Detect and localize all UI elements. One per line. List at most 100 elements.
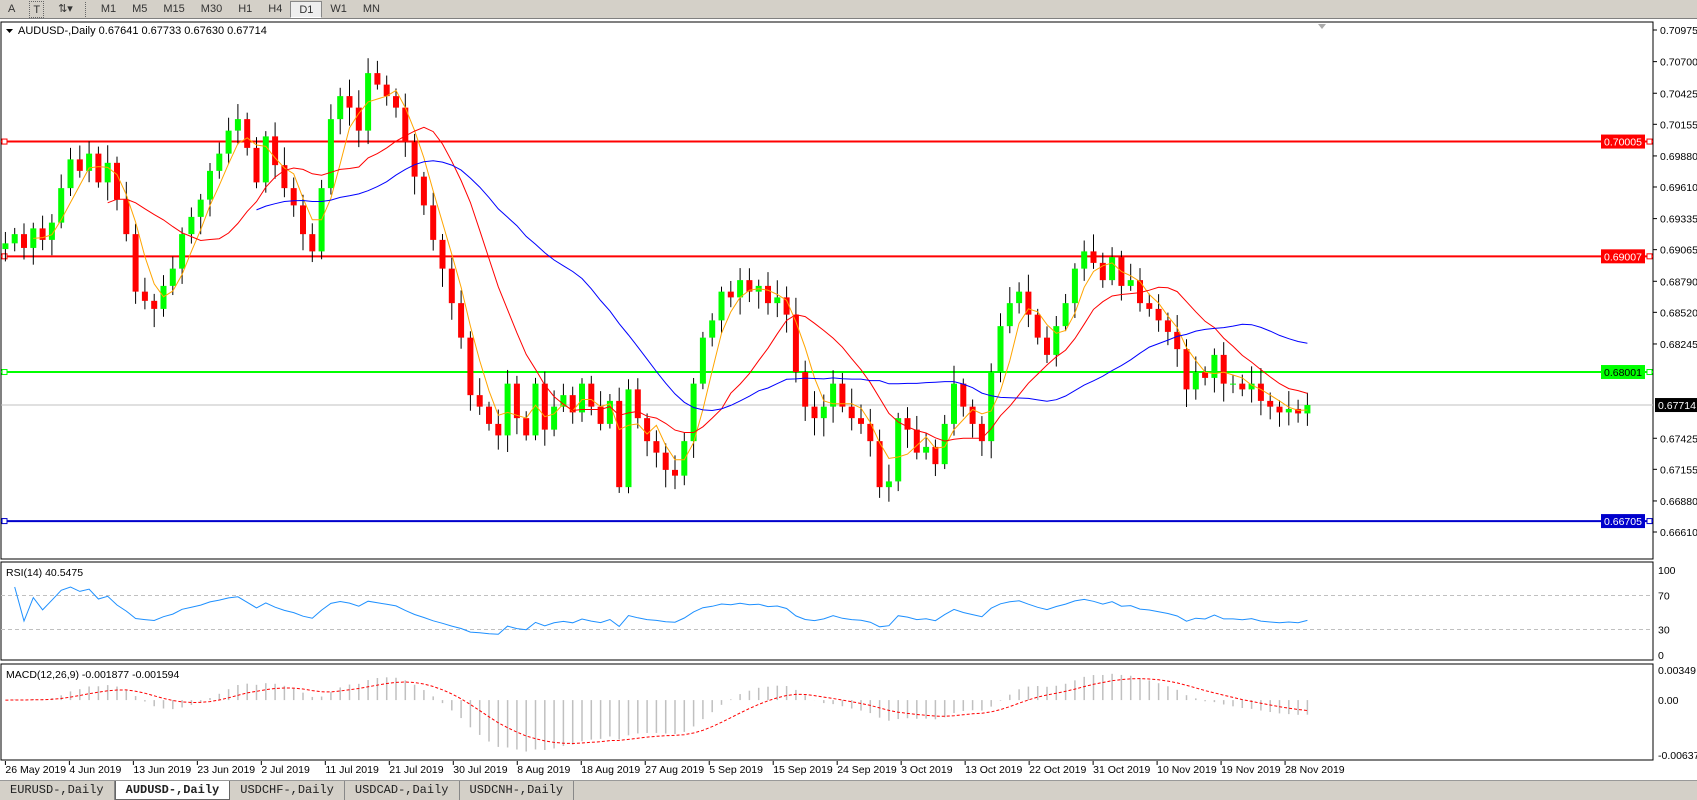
candle-body — [1295, 408, 1302, 414]
level-price-label: 0.66705 — [1604, 516, 1642, 528]
current-price-label: 0.67714 — [1658, 400, 1696, 412]
candle-body — [718, 291, 725, 321]
chart-window[interactable]: AUDUSD-,Daily 0.67641 0.67733 0.67630 0.… — [0, 20, 1697, 780]
candle-body — [151, 300, 158, 309]
level-anchor — [1, 369, 8, 376]
collapse-triangle-icon — [6, 29, 13, 33]
candle-body — [606, 400, 613, 424]
candle-body — [653, 441, 660, 453]
toolbar-grip — [84, 1, 89, 17]
text-label-tool-button[interactable]: T — [29, 0, 45, 18]
rsi-axis-label: 100 — [1658, 565, 1676, 577]
timeframe-m30[interactable]: M30 — [200, 2, 223, 15]
timeframe-d1[interactable]: D1 — [290, 0, 323, 18]
candle-body — [867, 423, 874, 442]
candle-body — [588, 383, 595, 407]
candle-body — [672, 469, 678, 476]
date-label: 8 Aug 2019 — [517, 764, 570, 776]
chart-tab[interactable]: USDCAD-,Daily — [345, 781, 460, 800]
candle-body — [1257, 383, 1264, 401]
candle-body — [48, 222, 55, 240]
price-tick-label: 0.70700 — [1660, 57, 1697, 69]
arrows-tool-icon[interactable]: ⇅▾ — [58, 2, 73, 15]
level-price-badge — [1601, 365, 1645, 380]
candle-body — [634, 389, 641, 419]
candle-body — [932, 446, 939, 465]
candle-body — [1090, 251, 1097, 263]
chart-tab[interactable]: USDCNH-,Daily — [460, 781, 575, 800]
candle-body — [1053, 326, 1060, 355]
candle-body — [86, 153, 93, 171]
date-label: 23 Jun 2019 — [197, 764, 255, 776]
candle-body — [811, 406, 818, 419]
candle-body — [560, 395, 567, 407]
candle-body — [448, 268, 455, 304]
candle-body — [197, 199, 204, 217]
candle-body — [188, 216, 195, 235]
level-anchor — [1646, 369, 1653, 376]
candle-body — [383, 84, 390, 97]
candle-body — [1025, 291, 1032, 315]
candle-body — [579, 383, 585, 413]
date-label: 30 Jul 2019 — [453, 764, 507, 776]
candle-body — [839, 383, 846, 407]
candle-body — [858, 418, 864, 424]
macd-axis-label: 0.00349 — [1658, 665, 1696, 677]
candle-body — [699, 337, 706, 384]
timeframe-m15[interactable]: M15 — [163, 2, 185, 15]
text-tool-button[interactable]: A — [8, 2, 16, 15]
candle-body — [393, 96, 399, 108]
candle-body — [504, 383, 511, 436]
candle-body — [969, 406, 976, 424]
price-tick-label: 0.69335 — [1660, 214, 1697, 226]
level-anchor — [1646, 138, 1653, 145]
chart-tab[interactable]: EURUSD-,Daily — [0, 781, 115, 800]
candle-body — [355, 107, 362, 131]
candle-body — [1304, 405, 1311, 414]
candle-body — [1071, 268, 1078, 304]
candle-body — [458, 303, 465, 338]
candle-body — [988, 372, 995, 442]
candle-body — [923, 446, 930, 453]
candle-body — [765, 285, 771, 304]
candle-body — [76, 159, 83, 171]
candle-body — [216, 153, 223, 171]
candle-body — [1202, 372, 1209, 378]
candle-body — [114, 162, 120, 200]
date-label: 10 Nov 2019 — [1157, 764, 1217, 776]
price-tick-label: 0.68790 — [1660, 276, 1697, 288]
candle-body — [309, 234, 316, 252]
chart-tabs: EURUSD-,Daily AUDUSD-,Daily USDCHF-,Daily U… — [0, 780, 1697, 800]
timeframe-m1[interactable]: M1 — [100, 2, 117, 15]
candle-body — [625, 389, 632, 488]
candle-body — [1034, 314, 1041, 338]
candle-body — [1006, 303, 1013, 327]
timeframe-mn[interactable]: MN — [362, 2, 380, 15]
timeframe-h4[interactable]: H4 — [268, 2, 283, 15]
candle-body — [402, 107, 409, 143]
candle-body — [820, 406, 827, 419]
macd-axis-label: -0.00637 — [1658, 750, 1697, 762]
date-label: 13 Jun 2019 — [133, 764, 191, 776]
price-tick-label: 0.69610 — [1660, 182, 1697, 194]
candle-body — [997, 326, 1004, 373]
candle-body — [39, 228, 46, 240]
timeframe-h1[interactable]: H1 — [238, 2, 253, 15]
timeframe-m5[interactable]: M5 — [132, 2, 148, 15]
chart-tab[interactable]: AUDUSD-,Daily — [114, 781, 231, 800]
level-price-badge — [1601, 134, 1645, 149]
candle-body — [300, 205, 306, 235]
date-label: 31 Oct 2019 — [1093, 764, 1150, 776]
candle-body — [690, 383, 697, 442]
price-tick-label: 0.67425 — [1660, 433, 1697, 445]
chart-tab[interactable]: USDCHF-,Daily — [230, 781, 345, 800]
timeframe-w1[interactable]: W1 — [330, 2, 347, 15]
date-label: 22 Oct 2019 — [1029, 764, 1086, 776]
candle-body — [179, 234, 186, 269]
rsi-axis-label: 70 — [1658, 591, 1670, 603]
candle-body — [569, 395, 576, 413]
price-tick-label: 0.70425 — [1660, 88, 1697, 100]
candle-body — [67, 159, 74, 189]
date-label: 26 May 2019 — [5, 764, 66, 776]
candle-body — [337, 96, 344, 120]
